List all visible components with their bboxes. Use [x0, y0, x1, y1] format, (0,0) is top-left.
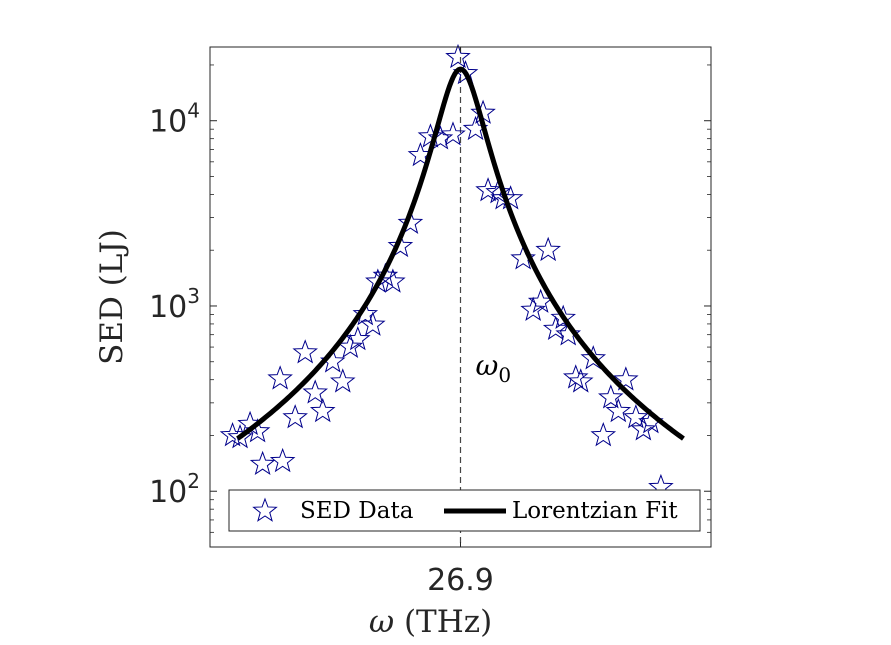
data-point: [555, 321, 582, 346]
data-point: [292, 339, 318, 364]
data-point: [267, 365, 293, 390]
center-frequency-label: ω0: [476, 349, 512, 387]
x-tick-label: 26.9: [427, 563, 494, 598]
legend-scatter-marker: [252, 497, 278, 522]
axes: 26.9 102 103 104: [149, 46, 712, 598]
legend: SED Data Lorentzian Fit: [228, 489, 701, 532]
x-axis-label: ω (THz): [369, 604, 492, 640]
data-point: [352, 301, 379, 326]
data-point: [510, 245, 536, 270]
data-point: [329, 368, 356, 393]
y-tick-label: 104: [149, 99, 200, 140]
data-point: [282, 404, 308, 429]
data-point: [387, 232, 414, 258]
data-point: [590, 422, 617, 447]
legend-label-sed-data: SED Data: [300, 498, 414, 524]
data-point: [542, 315, 569, 340]
data-point: [360, 311, 386, 336]
data-point: [567, 368, 594, 393]
data-point: [440, 121, 466, 146]
data-point: [309, 397, 336, 423]
y-axis-label: SED (LJ): [94, 229, 130, 365]
data-point: [475, 177, 501, 202]
plot-area: [219, 43, 685, 547]
data-point: [269, 447, 296, 473]
data-point: [417, 123, 444, 148]
axis-labels: ω0 ω (THz) SED (LJ): [94, 229, 511, 640]
data-point: [630, 416, 657, 441]
data-point: [445, 43, 471, 69]
legend-label-lorentzian-fit: Lorentzian Fit: [512, 498, 678, 524]
data-point: [427, 125, 454, 150]
data-point: [249, 450, 276, 476]
y-tick-label: 102: [149, 469, 200, 510]
data-point: [605, 397, 632, 423]
y-tick-label: 103: [149, 284, 200, 325]
data-point: [397, 209, 424, 235]
data-point: [219, 422, 246, 447]
data-point: [302, 379, 328, 404]
data-point: [550, 304, 576, 329]
data-point: [613, 366, 639, 391]
data-point: [580, 345, 607, 370]
data-point: [598, 384, 624, 409]
data-point: [227, 424, 253, 449]
data-point: [380, 268, 406, 293]
data-point: [535, 236, 561, 262]
data-point: [345, 325, 371, 351]
data-point: [623, 404, 649, 429]
lorentzian-fit-line: [236, 66, 685, 441]
data-point: [490, 185, 516, 210]
data-point: [485, 179, 511, 204]
data-point: [520, 296, 546, 321]
